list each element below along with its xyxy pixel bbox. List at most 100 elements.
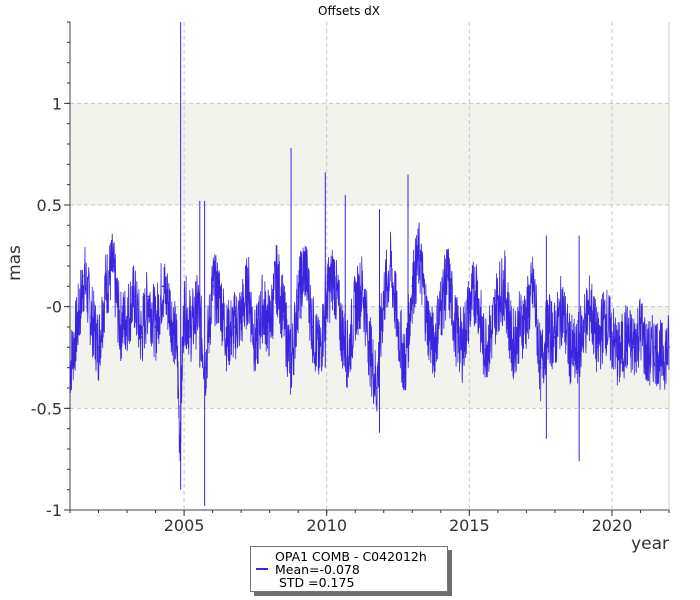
data-point	[361, 285, 364, 288]
data-point	[582, 326, 585, 328]
legend: OPA1 COMB - C042012h Mean=-0.078 STD =0.…	[250, 546, 448, 592]
data-point	[275, 275, 278, 278]
data-point	[432, 346, 435, 349]
data-point	[140, 336, 143, 339]
data-point	[525, 315, 528, 318]
data-point	[439, 305, 442, 308]
data-point	[632, 346, 635, 349]
data-point	[425, 315, 428, 318]
legend-std: STD =0.175	[275, 575, 355, 590]
legend-mean: Mean=-0.078	[275, 562, 360, 577]
y-tick-label-0: 1	[52, 94, 62, 113]
data-point	[126, 315, 128, 318]
data-point	[297, 295, 300, 298]
data-point	[646, 356, 649, 359]
chart-title: Offsets dX	[318, 4, 380, 18]
data-point	[411, 285, 414, 288]
data-point	[233, 326, 235, 328]
x-tick-label-0: 2005	[164, 516, 205, 535]
data-point	[482, 346, 485, 349]
data-point	[83, 275, 86, 278]
data-point	[554, 336, 556, 339]
data-point	[104, 285, 107, 288]
y-axis-label: mas	[5, 245, 25, 281]
x-tick-label-1: 2010	[306, 516, 347, 535]
data-point	[261, 305, 264, 308]
data-point	[504, 285, 506, 288]
data-point	[546, 326, 549, 328]
data-point	[611, 336, 613, 339]
data-point	[496, 295, 499, 298]
data-point	[603, 315, 606, 318]
data-point	[668, 346, 670, 349]
series-line	[69, 222, 670, 462]
data-point	[340, 326, 342, 328]
data-point	[382, 295, 385, 298]
data-point	[254, 346, 257, 349]
data-point	[447, 275, 449, 278]
data-point	[268, 326, 271, 328]
data-point	[119, 326, 121, 328]
data-point	[468, 305, 471, 308]
data-point	[354, 305, 357, 308]
data-point	[618, 356, 620, 359]
data-point	[561, 305, 563, 308]
data-point	[311, 326, 314, 328]
data-point	[318, 356, 321, 359]
shaded-band-0	[70, 103, 669, 205]
data-point	[639, 326, 642, 328]
data-point	[161, 285, 164, 288]
data-point	[539, 366, 542, 369]
data-point	[475, 285, 478, 288]
data-point	[147, 295, 150, 298]
data-point	[90, 315, 93, 318]
legend-swatch	[256, 568, 268, 570]
data-point	[111, 265, 114, 267]
data-point	[418, 254, 421, 257]
x-axis-label: year	[631, 534, 669, 554]
data-point	[625, 336, 628, 339]
data-point	[532, 285, 535, 288]
data-point	[290, 366, 292, 369]
data-point	[69, 366, 71, 369]
data-point	[332, 275, 335, 278]
data-point	[575, 356, 578, 359]
y-tick-label-2: -0	[46, 298, 62, 317]
data-point	[225, 336, 228, 339]
data-point	[325, 295, 328, 298]
data-point	[211, 285, 214, 288]
data-point	[304, 265, 307, 267]
data-point	[97, 346, 100, 349]
data-point	[397, 326, 399, 328]
y-tick-label-3: -0.5	[31, 399, 62, 418]
data-point	[375, 387, 378, 389]
data-point	[568, 346, 571, 349]
data-point	[653, 346, 656, 349]
data-point	[183, 305, 185, 308]
y-tick-label-1: 0.5	[37, 196, 62, 215]
data-point	[133, 295, 136, 298]
data-point	[218, 295, 221, 298]
data-point	[660, 356, 663, 359]
data-point	[190, 326, 193, 328]
data-point	[154, 326, 157, 328]
x-tick-label-3: 2020	[592, 516, 633, 535]
data-point	[368, 346, 371, 349]
data-point	[76, 326, 79, 328]
data-point	[511, 346, 514, 349]
data-point	[454, 326, 456, 328]
plot-area: 1 0.5 -0 -0.5 -1 2005 2010 2015 2020	[31, 21, 670, 535]
legend-series-name: OPA1 COMB - C042012h	[275, 549, 427, 564]
data-point	[461, 346, 464, 349]
data-point	[404, 366, 407, 369]
data-point	[247, 285, 250, 288]
data-point	[596, 346, 599, 349]
data-point	[283, 315, 285, 318]
data-point	[197, 305, 200, 308]
data-point	[389, 265, 392, 267]
data-point	[168, 305, 171, 308]
data-point	[240, 315, 243, 318]
data-point	[518, 326, 521, 328]
data-point	[176, 346, 178, 349]
